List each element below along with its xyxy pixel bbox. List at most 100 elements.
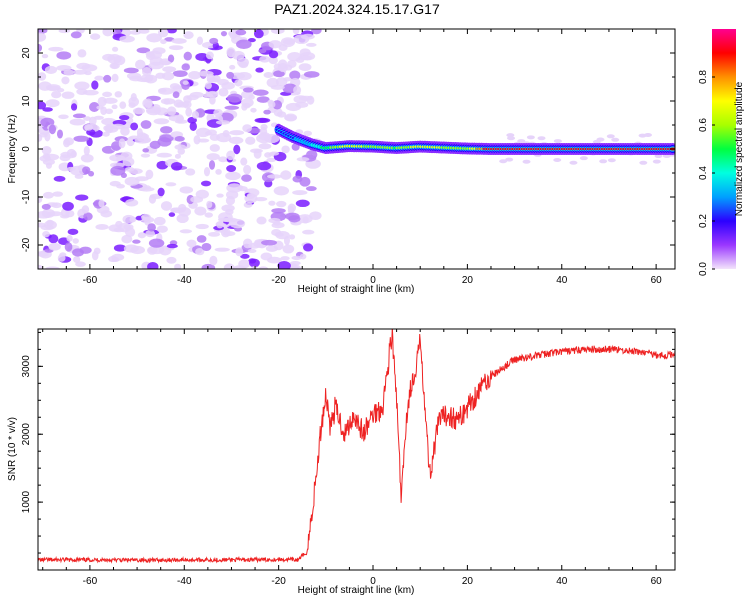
- spectrogram-x-tick-label: 60: [651, 275, 663, 286]
- noise-blob: [168, 212, 176, 217]
- noise-blob: [240, 157, 248, 166]
- noise-blob: [171, 38, 187, 44]
- noise-blob: [229, 64, 236, 70]
- noise-blob: [282, 244, 295, 254]
- noise-blob: [83, 212, 93, 221]
- noise-blob: [606, 134, 615, 139]
- noise-blob: [193, 135, 201, 145]
- noise-blob: [95, 224, 109, 230]
- noise-blob: [38, 196, 43, 203]
- noise-blob: [206, 200, 213, 209]
- noise-blob: [287, 203, 296, 213]
- noise-blob: [172, 70, 188, 78]
- signal-line: [274, 123, 675, 155]
- noise-blob: [305, 186, 317, 192]
- spectrogram-panel: -60 -40 -20 0 20 40 60 -20 -10 0 10 20 Height of s…: [7, 28, 676, 295]
- noise-blob: [252, 89, 269, 96]
- noise-blob: [537, 136, 546, 141]
- noise-blob: [134, 59, 146, 70]
- noise-blob: [65, 209, 75, 218]
- noise-blob: [639, 160, 648, 165]
- noise-blob: [134, 137, 151, 144]
- noise-blob: [579, 156, 588, 161]
- noise-blob: [226, 150, 236, 161]
- colorbar-tick-label: 0.6: [698, 118, 709, 132]
- noise-blob: [111, 46, 119, 52]
- noise-blob: [63, 69, 74, 76]
- spectrogram-y-tick-label: -20: [21, 237, 32, 252]
- noise-blob: [81, 205, 90, 214]
- noise-blob: [97, 96, 107, 107]
- noise-blob: [248, 37, 256, 43]
- noise-blob: [217, 217, 234, 222]
- noise-blob: [38, 222, 46, 228]
- noise-blob: [146, 33, 162, 43]
- noise-blob: [103, 97, 118, 104]
- noise-blob: [277, 260, 291, 269]
- noise-blob: [45, 99, 60, 108]
- noise-blob: [220, 31, 228, 37]
- noise-blob: [258, 266, 269, 269]
- noise-blob: [206, 73, 215, 84]
- noise-blob: [182, 80, 189, 85]
- noise-blob: [91, 80, 99, 90]
- noise-blob: [41, 208, 56, 219]
- noise-blob: [147, 246, 158, 255]
- noise-blob: [45, 162, 52, 169]
- figure-title: PAZ1.2024.324.15.17.G17: [274, 1, 440, 17]
- noise-blob: [153, 216, 166, 226]
- noise-blob: [256, 161, 272, 171]
- noise-blob: [72, 113, 86, 119]
- noise-blob: [309, 211, 322, 221]
- noise-blob: [186, 239, 197, 248]
- noise-blob: [122, 214, 136, 224]
- spectrogram-x-tick-label: -40: [177, 275, 192, 286]
- noise-blob: [291, 143, 300, 151]
- noise-blob: [242, 124, 252, 133]
- noise-blob: [280, 170, 292, 180]
- snr-y-tick-label: 3000: [21, 355, 32, 378]
- noise-blob: [306, 95, 315, 105]
- noise-blob: [72, 69, 88, 75]
- noise-blob: [235, 247, 244, 257]
- noise-blob: [82, 89, 99, 96]
- noise-blob: [271, 222, 285, 229]
- noise-blob: [256, 96, 270, 103]
- noise-blob: [662, 153, 671, 158]
- colorbar-tick-label: 0.0: [698, 262, 709, 276]
- noise-blob: [38, 32, 47, 42]
- noise-blob: [70, 31, 82, 39]
- noise-blob: [179, 186, 194, 194]
- noise-blob: [295, 199, 310, 208]
- noise-blob: [236, 39, 252, 50]
- noise-blob: [233, 144, 241, 155]
- noise-blob: [160, 201, 173, 211]
- snr-series-line: [38, 329, 675, 564]
- spectrogram-y-tick-label: -10: [21, 189, 32, 204]
- noise-blob: [248, 94, 255, 100]
- noise-blob: [234, 79, 243, 87]
- noise-blob: [206, 153, 220, 161]
- noise-blob: [119, 101, 127, 109]
- noise-blob: [141, 213, 152, 221]
- noise-blob: [296, 157, 310, 162]
- noise-blob: [147, 261, 159, 269]
- noise-blob: [240, 253, 250, 259]
- noise-blob: [145, 229, 156, 238]
- noise-blob: [56, 64, 72, 71]
- noise-blob: [181, 63, 190, 71]
- noise-blob: [215, 120, 230, 125]
- noise-blob: [111, 104, 118, 110]
- noise-blob: [522, 159, 531, 164]
- noise-blob: [225, 171, 241, 181]
- noise-blob: [216, 193, 224, 198]
- noise-blob: [157, 137, 172, 147]
- noise-blob: [107, 54, 122, 64]
- noise-blob: [221, 81, 235, 90]
- noise-blob: [189, 121, 197, 131]
- noise-blob: [197, 138, 210, 143]
- noise-blob: [607, 158, 616, 163]
- noise-blob: [172, 91, 180, 99]
- noise-blob: [113, 244, 127, 252]
- noise-blob: [248, 258, 260, 268]
